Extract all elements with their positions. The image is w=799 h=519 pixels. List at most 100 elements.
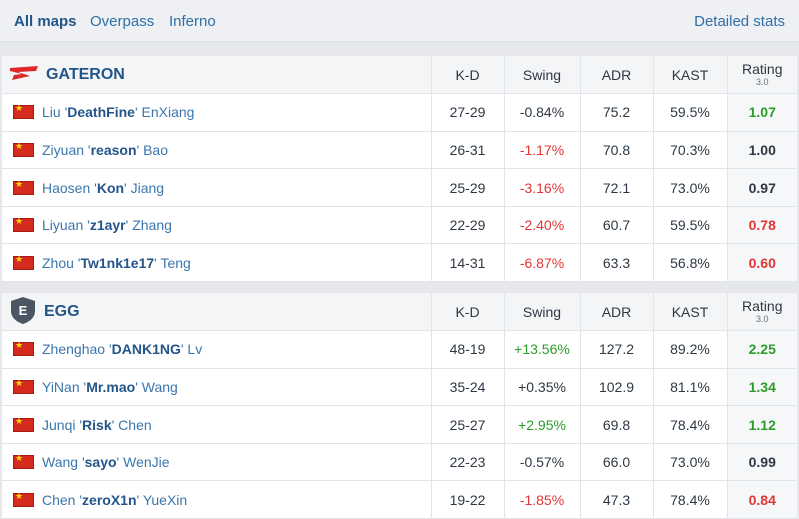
tab-inferno[interactable]: Inferno bbox=[169, 13, 216, 30]
player-cell[interactable]: Zhenghao 'DANK1NG' Lv bbox=[2, 330, 431, 369]
kast-value: 78.4% bbox=[652, 405, 727, 444]
adr-value: 127.2 bbox=[579, 330, 653, 369]
gateron-logo-icon bbox=[8, 62, 40, 87]
player-nickname: sayo bbox=[84, 454, 117, 471]
player-last-name: Lv bbox=[187, 341, 203, 358]
kast-value: 59.5% bbox=[652, 93, 727, 132]
adr-value: 102.9 bbox=[579, 368, 653, 407]
team-name: GATERON bbox=[46, 65, 125, 83]
player-cell[interactable]: Ziyuan 'reason' Bao bbox=[2, 131, 431, 170]
player-cell[interactable]: Chen 'zeroX1n' YueXin bbox=[2, 480, 431, 519]
china-flag-icon bbox=[13, 179, 34, 195]
kd-value: 19-22 bbox=[430, 480, 504, 519]
player-cell[interactable]: YiNan 'Mr.mao' Wang bbox=[2, 368, 431, 407]
player-first-name: Wang bbox=[42, 454, 79, 471]
table-row: Haosen 'Kon' Jiang25-29-3.16%72.173.0%0.… bbox=[2, 168, 797, 207]
kd-value: 27-29 bbox=[430, 93, 504, 132]
player-first-name: Zhou bbox=[42, 254, 74, 271]
china-flag-icon bbox=[13, 141, 34, 157]
tab-all-maps[interactable]: All maps bbox=[14, 13, 77, 30]
col-swing[interactable]: Swing bbox=[503, 293, 580, 332]
kast-value: 73.0% bbox=[652, 168, 727, 207]
adr-value: 72.1 bbox=[579, 168, 653, 207]
player-first-name: Liu bbox=[42, 104, 61, 121]
player-nickname: Tw1nk1e17 bbox=[80, 254, 155, 271]
player-last-name: YueXin bbox=[142, 491, 188, 508]
player-cell[interactable]: Wang 'sayo' WenJie bbox=[2, 443, 431, 482]
player-last-name: Jiang bbox=[130, 179, 165, 196]
china-flag-icon bbox=[13, 378, 34, 394]
player-cell[interactable]: Liyuan 'z1ayr' Zhang bbox=[2, 206, 431, 245]
player-last-name: EnXiang bbox=[141, 104, 195, 121]
tab-overpass[interactable]: Overpass bbox=[90, 13, 155, 30]
team-stats-table-gateron: GATERON K-D Swing ADR KAST Rating 3.0 Li… bbox=[2, 56, 797, 283]
rating-value: 0.60 bbox=[726, 243, 797, 283]
table-row: Liyuan 'z1ayr' Zhang22-29-2.40%60.759.5%… bbox=[2, 206, 797, 245]
player-nickname: z1ayr bbox=[89, 217, 126, 234]
table-row: Ziyuan 'reason' Bao26-31-1.17%70.870.3%1… bbox=[2, 131, 797, 170]
adr-value: 75.2 bbox=[579, 93, 653, 132]
team-header[interactable]: GATERON bbox=[2, 56, 431, 95]
player-nickname: Risk bbox=[82, 416, 112, 433]
adr-value: 66.0 bbox=[579, 443, 653, 482]
rating-value: 0.97 bbox=[726, 168, 797, 207]
col-kd[interactable]: K-D bbox=[430, 293, 504, 332]
table-row: YiNan 'Mr.mao' Wang35-24+0.35%102.981.1%… bbox=[2, 368, 797, 407]
rating-value: 1.00 bbox=[726, 131, 797, 170]
player-first-name: Liyuan bbox=[42, 217, 84, 234]
kd-value: 14-31 bbox=[430, 243, 504, 283]
player-nickname: DANK1NG bbox=[111, 341, 181, 358]
rating-value: 0.84 bbox=[726, 480, 797, 519]
egg-logo-icon: E bbox=[8, 295, 38, 328]
player-nickname: reason bbox=[90, 141, 137, 158]
kd-value: 22-29 bbox=[430, 206, 504, 245]
col-kd[interactable]: K-D bbox=[430, 56, 504, 95]
kast-value: 89.2% bbox=[652, 330, 727, 369]
player-last-name: Chen bbox=[118, 416, 152, 433]
china-flag-icon bbox=[13, 340, 34, 357]
player-first-name: Haosen bbox=[42, 179, 91, 196]
kd-value: 48-19 bbox=[430, 330, 504, 369]
kast-value: 59.5% bbox=[652, 206, 727, 245]
egg-logo-letter: E bbox=[19, 303, 28, 318]
table-row: Chen 'zeroX1n' YueXin19-22-1.85%47.378.4… bbox=[2, 480, 797, 519]
swing-value: +2.95% bbox=[503, 405, 580, 444]
rating-value: 0.78 bbox=[726, 206, 797, 245]
player-last-name: Wang bbox=[141, 378, 178, 395]
col-rating[interactable]: Rating 3.0 bbox=[726, 56, 797, 95]
player-rows: Zhenghao 'DANK1NG' Lv48-19+13.56%127.289… bbox=[2, 330, 797, 519]
adr-value: 69.8 bbox=[579, 405, 653, 444]
swing-value: -2.40% bbox=[503, 206, 580, 245]
adr-value: 63.3 bbox=[579, 243, 653, 283]
player-last-name: Teng bbox=[160, 254, 191, 271]
kast-value: 78.4% bbox=[652, 480, 727, 519]
player-cell[interactable]: Liu 'DeathFine' EnXiang bbox=[2, 93, 431, 132]
col-kast[interactable]: KAST bbox=[652, 56, 727, 95]
player-first-name: Ziyuan bbox=[42, 141, 85, 158]
team-header[interactable]: E EGG bbox=[2, 293, 431, 332]
col-swing[interactable]: Swing bbox=[503, 56, 580, 95]
player-nickname: zeroX1n bbox=[82, 491, 137, 508]
china-flag-icon bbox=[13, 103, 34, 120]
player-cell[interactable]: Junqi 'Risk' Chen bbox=[2, 405, 431, 444]
china-flag-icon bbox=[13, 416, 34, 432]
kd-value: 35-24 bbox=[430, 368, 504, 407]
detailed-stats-link[interactable]: Detailed stats bbox=[694, 13, 785, 30]
col-rating[interactable]: Rating 3.0 bbox=[726, 293, 797, 332]
player-cell[interactable]: Haosen 'Kon' Jiang bbox=[2, 168, 431, 207]
swing-value: -1.17% bbox=[503, 131, 580, 170]
player-last-name: Zhang bbox=[132, 217, 172, 234]
kd-value: 25-29 bbox=[430, 168, 504, 207]
player-first-name: Junqi bbox=[42, 416, 76, 433]
col-kast[interactable]: KAST bbox=[652, 293, 727, 332]
col-adr[interactable]: ADR bbox=[579, 56, 653, 95]
swing-value: -0.84% bbox=[503, 93, 580, 132]
kast-value: 70.3% bbox=[652, 131, 727, 170]
col-adr[interactable]: ADR bbox=[579, 293, 653, 332]
col-rating-version: 3.0 bbox=[755, 76, 769, 87]
player-cell[interactable]: Zhou 'Tw1nk1e17' Teng bbox=[2, 243, 431, 283]
swing-value: -6.87% bbox=[503, 243, 580, 283]
kast-value: 81.1% bbox=[652, 368, 727, 407]
kd-value: 26-31 bbox=[430, 131, 504, 170]
rating-value: 1.34 bbox=[726, 368, 797, 407]
